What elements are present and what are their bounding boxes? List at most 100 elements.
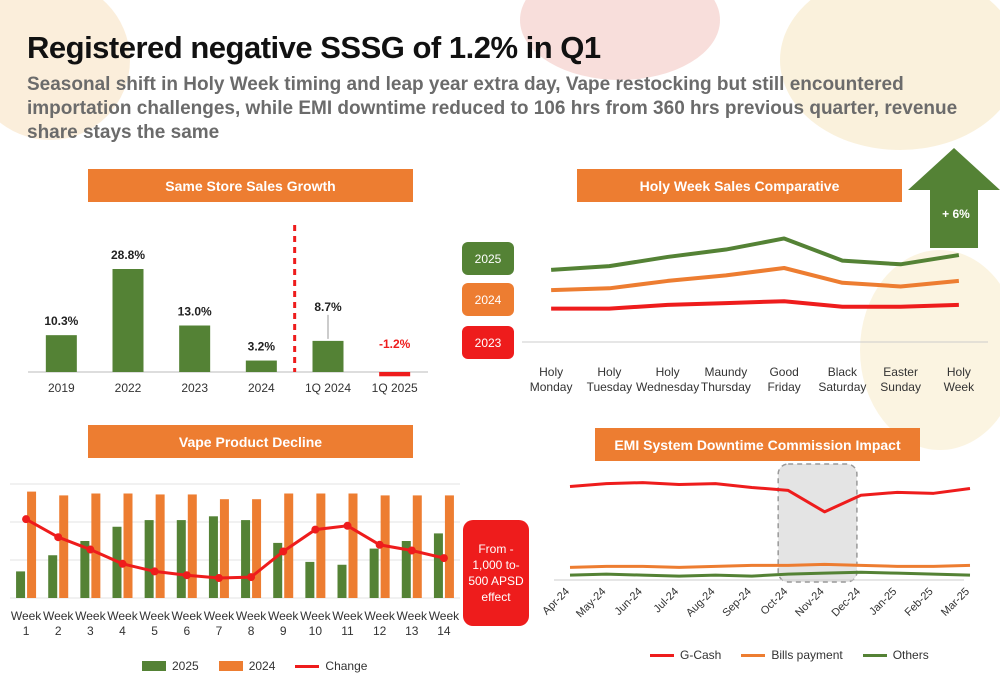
change-point <box>375 540 384 549</box>
year-badge-2025: 2025 <box>462 242 514 275</box>
bar-2025 <box>337 564 347 598</box>
legend-label-gcash: G-Cash <box>680 648 722 662</box>
year-badge-2023: 2023 <box>462 326 514 359</box>
bar <box>245 360 277 372</box>
emi-line-chart: Apr-24 May-24 Jun-24 Jul-24 Aug-24 Sep-24 Oct-… <box>540 463 972 620</box>
x-tick-label: Holy Week <box>944 365 975 394</box>
change-point <box>118 559 127 568</box>
x-tick-label: 2019 <box>48 381 75 395</box>
bar-2025 <box>48 555 58 598</box>
bar <box>312 340 344 372</box>
bar-2025 <box>176 520 186 598</box>
x-tick-label: Jun-24 <box>613 586 645 618</box>
change-point <box>214 574 223 583</box>
bar-2024 <box>348 493 358 598</box>
vape-panel-title: Vape Product Decline <box>88 425 413 458</box>
page-title: Registered negative SSSG of 1.2% in Q1 <box>27 30 601 65</box>
x-tick-label: Week 6 <box>172 609 203 638</box>
bar-2025 <box>273 542 283 598</box>
legend-label-2025: 2025 <box>172 659 199 673</box>
x-tick-label: Week 8 <box>236 609 267 638</box>
series-line-change <box>25 517 445 580</box>
year-badge-2024: 2024 <box>462 283 514 316</box>
change-point <box>54 533 63 542</box>
series-line-Bills payment <box>569 562 971 569</box>
series-line-G-Cash <box>569 481 971 514</box>
bar-2025 <box>144 520 154 598</box>
bar-2024 <box>252 499 262 598</box>
x-tick-label: 1Q 2024 <box>305 381 351 395</box>
data-label: -1.2% <box>379 337 411 351</box>
legend-label-others: Others <box>892 648 929 662</box>
x-tick-label: Feb-25 <box>903 586 936 619</box>
legend-swatch-others <box>862 653 887 657</box>
series-line-2025 <box>550 236 960 272</box>
x-tick-label: Week 14 <box>429 609 460 638</box>
x-tick-label: Week 11 <box>332 609 363 638</box>
data-label: 13.0% <box>178 305 212 319</box>
x-tick-label: Jan-25 <box>867 586 899 618</box>
x-tick-label: Dec-24 <box>829 586 863 620</box>
change-point <box>86 545 95 554</box>
emi-panel-title: EMI System Downtime Commission Impact <box>595 428 920 461</box>
x-tick-label: Aug-24 <box>684 586 718 620</box>
bar-2024 <box>27 491 37 598</box>
data-label: 3.2% <box>248 340 276 354</box>
x-tick-label: Jul-24 <box>652 586 682 616</box>
x-tick-label: 1Q 2025 <box>372 381 418 395</box>
x-tick-label: Holy Monday <box>530 365 573 394</box>
bar-2025 <box>16 571 26 598</box>
bar-2024 <box>123 493 133 598</box>
bar-2025 <box>433 533 443 598</box>
series-line-2023 <box>551 299 959 311</box>
vape-legend: 2025 2024 Change <box>142 659 367 673</box>
emi-legend: G-Cash Bills payment Others <box>650 648 929 662</box>
x-tick-label: May-24 <box>574 586 608 620</box>
change-point <box>407 546 416 555</box>
x-tick-label: Week 4 <box>107 609 138 638</box>
x-tick-label: Week 3 <box>75 609 106 638</box>
vape-effect-note: From - 1,000 to- 500 APSD effect <box>463 520 529 626</box>
legend-swatch-change <box>295 664 320 668</box>
x-tick-label: 2024 <box>248 381 275 395</box>
legend-label-2024: 2024 <box>248 659 276 673</box>
bar-2024 <box>219 499 229 598</box>
x-tick-label: 2023 <box>181 381 208 395</box>
x-tick-label: Week 2 <box>43 609 74 638</box>
x-tick-label: Week 5 <box>139 609 170 638</box>
x-tick-label: Week 10 <box>300 609 331 638</box>
change-point <box>311 525 320 534</box>
holyweek-panel-title: Holy Week Sales Comparative <box>577 169 902 202</box>
x-tick-label: Maundy Thursday <box>701 365 751 394</box>
data-label: 10.3% <box>44 314 78 328</box>
bar-2024 <box>59 495 69 598</box>
bar-2024 <box>284 493 294 598</box>
bar-2025 <box>80 541 90 598</box>
x-tick-label: Week 9 <box>268 609 299 638</box>
bar <box>112 269 144 372</box>
x-tick-label: Apr-24 <box>540 586 572 618</box>
bar-2025 <box>208 516 218 598</box>
series-line-Others <box>569 570 971 578</box>
legend-swatch-2024 <box>218 661 243 671</box>
change-point <box>343 521 352 530</box>
bar-2024 <box>412 495 422 598</box>
bar-2024 <box>444 495 454 598</box>
series-line-2024 <box>551 266 960 293</box>
bar-2025 <box>305 561 315 598</box>
bar-2025 <box>401 541 411 598</box>
change-point <box>150 567 159 576</box>
sssg-bar-chart: 10.3% 2019 28.8% 2022 13.0% 2023 3.2% 2024 8.7% 1… <box>28 225 428 395</box>
background-decoration <box>780 0 1000 150</box>
bar-2024 <box>187 494 197 598</box>
change-point <box>247 573 256 582</box>
x-tick-label: Black Saturday <box>818 365 866 394</box>
x-tick-label: Week 13 <box>397 609 428 638</box>
bar-2024 <box>91 493 101 598</box>
downtime-highlight <box>777 463 858 583</box>
sssg-panel-title: Same Store Sales Growth <box>88 169 413 202</box>
bar-2024 <box>316 493 326 598</box>
x-tick-label: Holy Wednesday <box>636 365 699 394</box>
